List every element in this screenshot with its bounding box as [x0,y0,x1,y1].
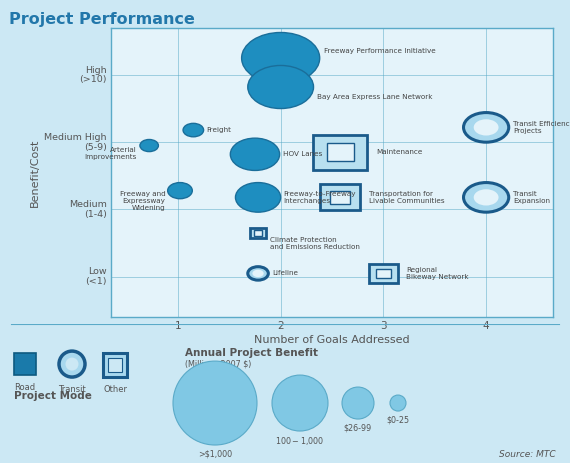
Ellipse shape [230,138,280,170]
Ellipse shape [463,113,509,142]
X-axis label: Number of Goals Addressed: Number of Goals Addressed [254,336,410,345]
Text: Climate Protection
and Emissions Reduction: Climate Protection and Emissions Reducti… [270,238,360,250]
Ellipse shape [253,270,264,277]
Text: Transit Efficiency
Projects: Transit Efficiency Projects [513,121,570,134]
Text: $100-$1,000: $100-$1,000 [275,435,325,447]
Text: >$1,000: >$1,000 [198,449,232,458]
Text: Other: Other [103,385,127,394]
Text: Freeway Performance Initiative: Freeway Performance Initiative [324,48,435,54]
Text: Bay Area Express Lane Network: Bay Area Express Lane Network [316,94,432,100]
FancyBboxPatch shape [254,231,262,236]
Ellipse shape [140,139,158,151]
Ellipse shape [248,65,314,108]
Text: $26-99: $26-99 [344,423,372,432]
Ellipse shape [248,267,268,280]
Text: (Millions 2007 $): (Millions 2007 $) [185,359,251,368]
Ellipse shape [390,395,406,411]
Text: Annual Project Benefit: Annual Project Benefit [185,348,318,358]
Text: Transit
Expansion: Transit Expansion [513,191,550,204]
FancyBboxPatch shape [250,228,266,238]
Text: Transportation for
Livable Communities: Transportation for Livable Communities [369,191,445,204]
Y-axis label: Benefit/Cost: Benefit/Cost [30,138,40,206]
Text: Project Performance: Project Performance [9,12,194,26]
Text: Freeway-to-Freeway
Interchanges: Freeway-to-Freeway Interchanges [284,191,356,204]
Text: Road: Road [14,383,35,392]
Text: Regional
Bikeway Network: Regional Bikeway Network [406,267,469,280]
Ellipse shape [59,351,85,377]
Ellipse shape [463,182,509,212]
Text: Lifeline: Lifeline [272,270,299,276]
Ellipse shape [342,387,374,419]
Text: Source: MTC: Source: MTC [499,450,556,459]
Ellipse shape [168,182,192,199]
Ellipse shape [173,361,257,445]
Text: Freight: Freight [207,127,231,133]
FancyBboxPatch shape [313,135,368,170]
Ellipse shape [183,123,203,137]
Text: Freeway and
Expressway
Widening: Freeway and Expressway Widening [120,191,166,212]
Text: Arterial
Improvements: Arterial Improvements [84,147,137,160]
FancyBboxPatch shape [330,191,350,204]
Ellipse shape [242,32,320,84]
FancyBboxPatch shape [320,184,360,210]
Ellipse shape [474,189,499,206]
Text: Transit: Transit [58,385,86,394]
Ellipse shape [66,357,79,370]
FancyBboxPatch shape [369,264,398,283]
FancyBboxPatch shape [14,353,36,375]
Ellipse shape [474,119,499,136]
FancyBboxPatch shape [376,269,390,278]
Text: Maintenance: Maintenance [376,149,422,155]
FancyBboxPatch shape [108,358,122,372]
FancyBboxPatch shape [327,144,354,161]
Text: HOV Lanes: HOV Lanes [283,151,322,157]
Ellipse shape [272,375,328,431]
Ellipse shape [235,182,280,212]
Text: $0-25: $0-25 [386,415,410,424]
FancyBboxPatch shape [103,353,127,377]
Text: Project Mode: Project Mode [14,391,92,401]
